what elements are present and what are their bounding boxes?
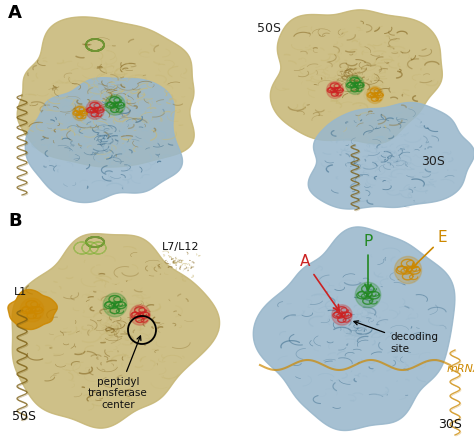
Polygon shape bbox=[8, 290, 57, 329]
Circle shape bbox=[73, 105, 88, 121]
Text: E: E bbox=[411, 231, 447, 269]
Circle shape bbox=[346, 76, 365, 94]
Text: 30S: 30S bbox=[421, 155, 445, 168]
Text: P: P bbox=[364, 235, 373, 290]
Polygon shape bbox=[270, 10, 442, 144]
Text: peptidyl
transferase
center: peptidyl transferase center bbox=[88, 336, 148, 410]
Circle shape bbox=[332, 305, 352, 325]
Circle shape bbox=[355, 282, 381, 308]
Text: 30S: 30S bbox=[438, 418, 462, 431]
Circle shape bbox=[130, 305, 150, 325]
Text: A: A bbox=[300, 255, 339, 311]
Text: A: A bbox=[8, 4, 22, 22]
Polygon shape bbox=[12, 234, 219, 428]
Circle shape bbox=[105, 95, 125, 115]
Circle shape bbox=[366, 86, 383, 104]
Text: 50S: 50S bbox=[257, 22, 281, 35]
Text: 50S: 50S bbox=[12, 410, 36, 423]
Text: mRNA: mRNA bbox=[447, 364, 474, 374]
Circle shape bbox=[86, 101, 104, 119]
Text: L1: L1 bbox=[14, 287, 27, 297]
Polygon shape bbox=[253, 227, 455, 430]
Circle shape bbox=[20, 298, 44, 322]
Circle shape bbox=[327, 81, 344, 98]
Text: L7/L12: L7/L12 bbox=[162, 242, 200, 252]
Polygon shape bbox=[17, 17, 194, 167]
Polygon shape bbox=[25, 78, 182, 202]
Circle shape bbox=[394, 256, 421, 283]
Text: decoding
site: decoding site bbox=[354, 321, 438, 354]
Text: B: B bbox=[8, 212, 22, 230]
Circle shape bbox=[103, 293, 127, 317]
Polygon shape bbox=[308, 102, 474, 209]
